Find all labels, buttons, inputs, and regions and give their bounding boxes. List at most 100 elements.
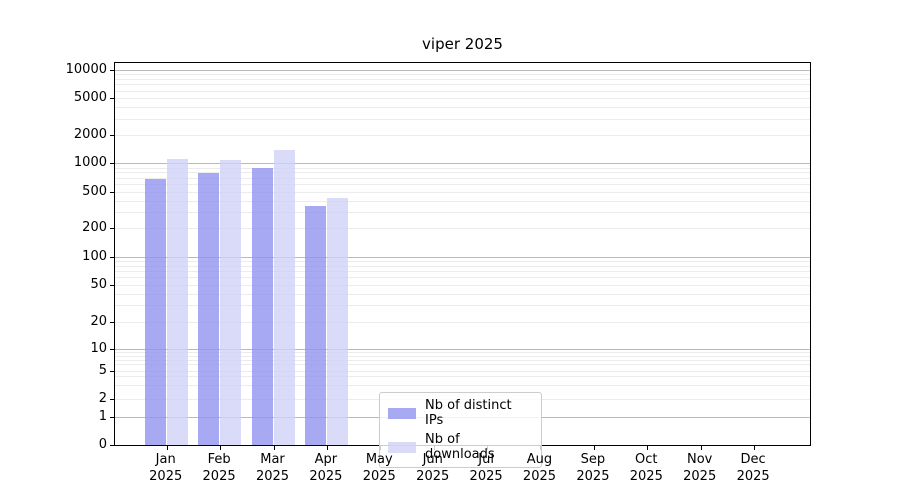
bar-nb-of-distinct-ips-mar: [251, 168, 273, 445]
y-tick-5: [110, 371, 114, 372]
minor-gridline: [115, 359, 810, 361]
minor-gridline: [115, 384, 810, 386]
x-tick-label-may: May 2025: [347, 451, 411, 485]
y-tick-20: [110, 321, 114, 323]
x-tick-label-dec: Dec 2025: [721, 451, 785, 485]
y-tick-10000: [110, 69, 114, 71]
minor-gridline: [115, 90, 810, 92]
y-tick-500: [110, 191, 114, 193]
x-tick-year: 2025: [362, 469, 396, 484]
y-tick-label-500: 500: [82, 183, 107, 199]
bar-nb-of-distinct-ips-feb: [198, 173, 220, 445]
minor-gridline: [115, 167, 810, 169]
minor-gridline: [115, 212, 810, 214]
minor-gridline: [115, 265, 810, 267]
x-tick-label-sep: Sep 2025: [561, 451, 625, 485]
minor-gridline: [115, 352, 810, 354]
x-tick-month: Aug: [526, 452, 553, 467]
minor-gridline: [115, 261, 810, 263]
x-tick-apr: [326, 446, 328, 450]
x-tick-jan: [166, 446, 168, 450]
x-tick-label-apr: Apr 2025: [294, 451, 358, 485]
legend-label: Nb of downloads: [425, 432, 495, 462]
legend-item-nb-of-downloads: Nb of downloads: [388, 432, 533, 462]
legend-item-nb-of-distinct-ips: Nb of distinct IPs: [388, 398, 533, 428]
gridline-1000: [115, 163, 810, 165]
y-tick-100: [110, 256, 114, 258]
x-tick-year: 2025: [309, 469, 343, 484]
gridline-10000: [115, 69, 810, 71]
x-tick-label-nov: Nov 2025: [668, 451, 732, 485]
bar-nb-of-downloads-apr: [326, 197, 348, 445]
chart-title: viper 2025: [422, 35, 503, 53]
y-tick-1: [110, 416, 114, 418]
x-tick-sep: [593, 446, 595, 450]
bar-nb-of-distinct-ips-jan: [144, 179, 166, 445]
x-tick-month: Oct: [635, 452, 658, 467]
bar-nb-of-distinct-ips-apr: [304, 205, 326, 445]
y-tick-label-1000: 1000: [73, 155, 107, 171]
y-tick-2: [110, 399, 114, 401]
legend-swatch-nb-of-distinct-ips: [388, 407, 416, 419]
x-tick-month: Jul: [478, 452, 494, 467]
gridline-500: [115, 191, 810, 193]
x-tick-oct: [647, 446, 649, 450]
x-tick-feb: [220, 446, 222, 450]
x-tick-month: Nov: [686, 452, 713, 467]
x-axis-labels: Jan 2025 Feb 2025 Mar 2025 Apr 2025 May 2025 Jun 20…: [114, 451, 811, 493]
x-tick-year: 2025: [522, 469, 557, 484]
x-tick-year: 2025: [149, 469, 183, 484]
y-tick-label-10000: 10000: [65, 61, 107, 77]
minor-gridline: [115, 376, 810, 378]
y-tick-label-2000: 2000: [73, 127, 107, 142]
y-tick-10: [110, 349, 114, 351]
minor-gridline: [115, 305, 810, 307]
y-tick-label-100: 100: [82, 248, 107, 264]
x-tick-year: 2025: [469, 469, 503, 484]
x-tick-nov: [700, 446, 702, 450]
y-tick-50: [110, 285, 114, 287]
y-tick-label-20: 20: [90, 313, 107, 329]
y-tick-label-10: 10: [90, 341, 107, 357]
x-tick-month: Dec: [740, 452, 766, 467]
gridline-50: [115, 285, 810, 287]
gridline-5: [115, 371, 810, 372]
x-tick-year: 2025: [629, 469, 663, 484]
minor-gridline: [115, 200, 810, 202]
minor-gridline: [115, 79, 810, 81]
x-tick-year: 2025: [576, 469, 610, 484]
gridline-10: [115, 349, 810, 351]
x-tick-label-aug: Aug 2025: [507, 451, 571, 485]
x-tick-label-oct: Oct 2025: [614, 451, 678, 485]
y-tick-label-2: 2: [98, 391, 107, 407]
y-tick-label-200: 200: [82, 220, 107, 236]
y-tick-0: [110, 445, 114, 446]
legend-swatch-nb-of-downloads: [388, 441, 416, 453]
x-tick-dec: [754, 446, 756, 450]
bar-nb-of-downloads-mar: [273, 150, 295, 445]
x-tick-label-feb: Feb 2025: [187, 451, 251, 485]
x-tick-month: Mar: [260, 452, 285, 467]
minor-gridline: [115, 118, 810, 120]
x-tick-year: 2025: [255, 469, 290, 484]
minor-gridline: [115, 107, 810, 109]
x-tick-month: Apr: [314, 452, 338, 467]
x-tick-month: May: [365, 452, 393, 467]
minor-gridline: [115, 355, 810, 357]
y-tick-200: [110, 228, 114, 230]
minor-gridline: [115, 84, 810, 86]
y-tick-5000: [110, 97, 114, 99]
y-tick-label-5: 5: [98, 363, 107, 378]
legend: Nb of distinct IPs Nb of downloads: [379, 392, 542, 468]
y-tick-1000: [110, 163, 114, 165]
y-tick-label-1: 1: [98, 408, 107, 424]
x-tick-label-jun: Jun 2025: [401, 451, 465, 485]
bar-nb-of-downloads-jan: [166, 158, 188, 445]
y-tick-label-5000: 5000: [73, 89, 107, 105]
minor-gridline: [115, 271, 810, 273]
minor-gridline: [115, 277, 810, 279]
x-tick-year: 2025: [416, 469, 450, 484]
y-tick-label-0: 0: [98, 437, 107, 452]
x-tick-month: Jan: [155, 452, 176, 467]
